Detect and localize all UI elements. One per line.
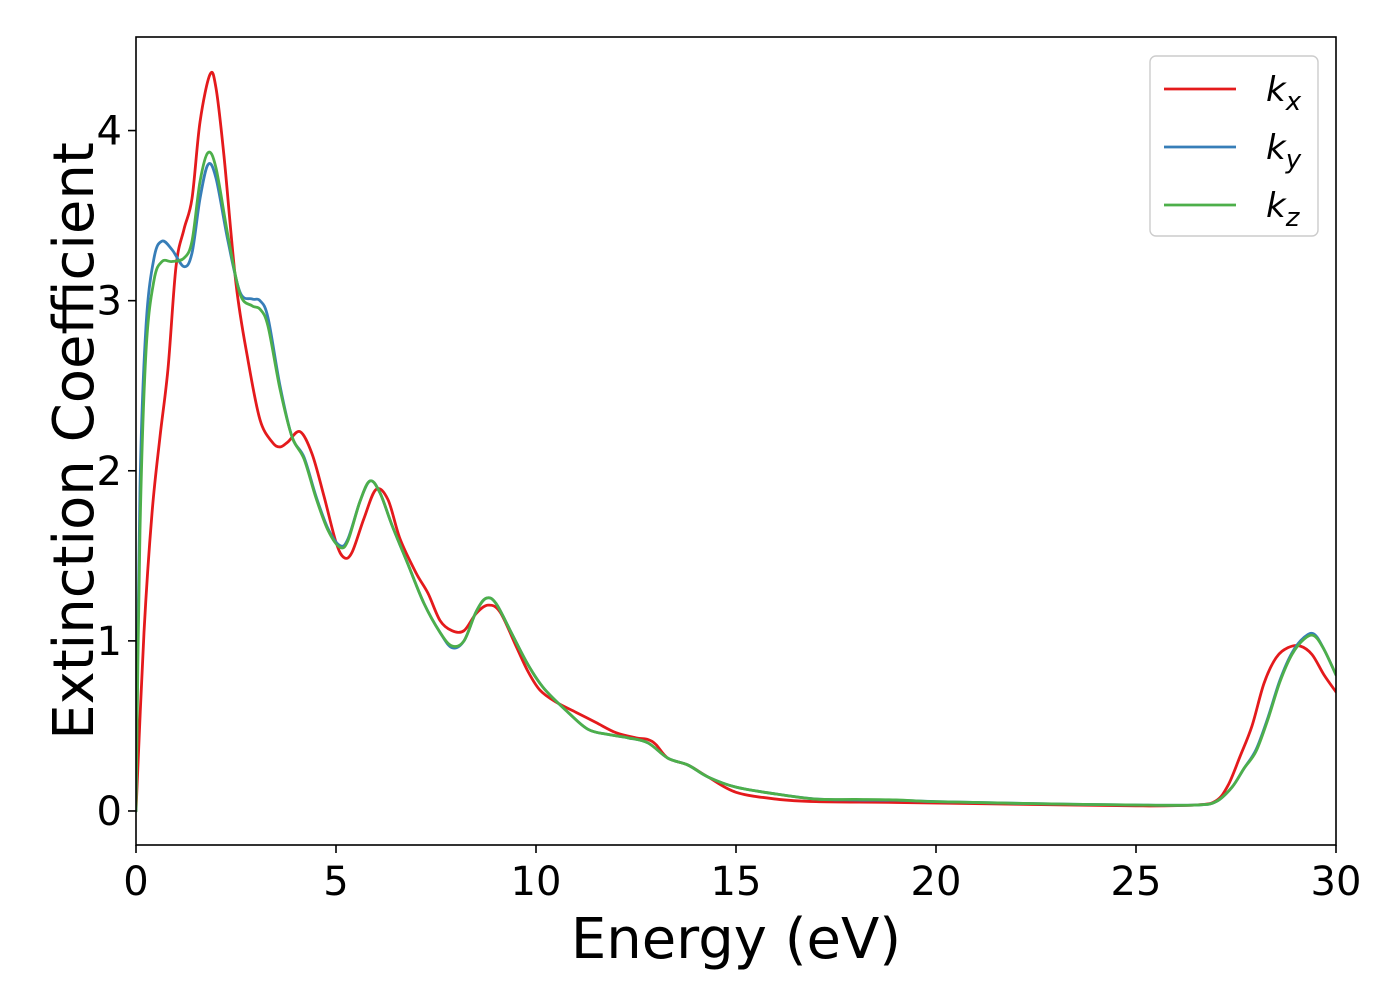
y-tick-label: 2 — [97, 449, 122, 495]
x-tick-label: 0 — [123, 859, 148, 905]
series-line-ky — [136, 162, 1336, 813]
x-axis-label: Energy (eV) — [571, 907, 901, 972]
y-tick-label: 0 — [97, 789, 122, 835]
y-axis-label: Extinction Coefficient — [42, 142, 107, 740]
x-tick-label: 5 — [323, 859, 348, 905]
y-axis-ticks: 0 1 2 3 4 — [97, 109, 136, 835]
legend: kx ky kz — [1149, 55, 1319, 237]
series-line-kz — [136, 150, 1336, 813]
x-tick-label: 25 — [1111, 859, 1162, 905]
x-tick-label: 15 — [711, 859, 762, 905]
y-tick-label: 1 — [97, 619, 122, 665]
x-tick-label: 10 — [511, 859, 562, 905]
y-tick-label: 4 — [97, 109, 122, 155]
y-tick-label: 3 — [97, 279, 122, 325]
x-tick-label: 20 — [911, 859, 962, 905]
legend-label-kz: kz — [1266, 186, 1301, 233]
series-layer — [136, 70, 1336, 813]
legend-label-ky: ky — [1266, 128, 1302, 175]
x-tick-label: 30 — [1311, 859, 1362, 905]
x-axis-ticks: 0 5 10 15 20 25 30 — [123, 845, 1361, 905]
legend-label-kx: kx — [1266, 70, 1302, 117]
